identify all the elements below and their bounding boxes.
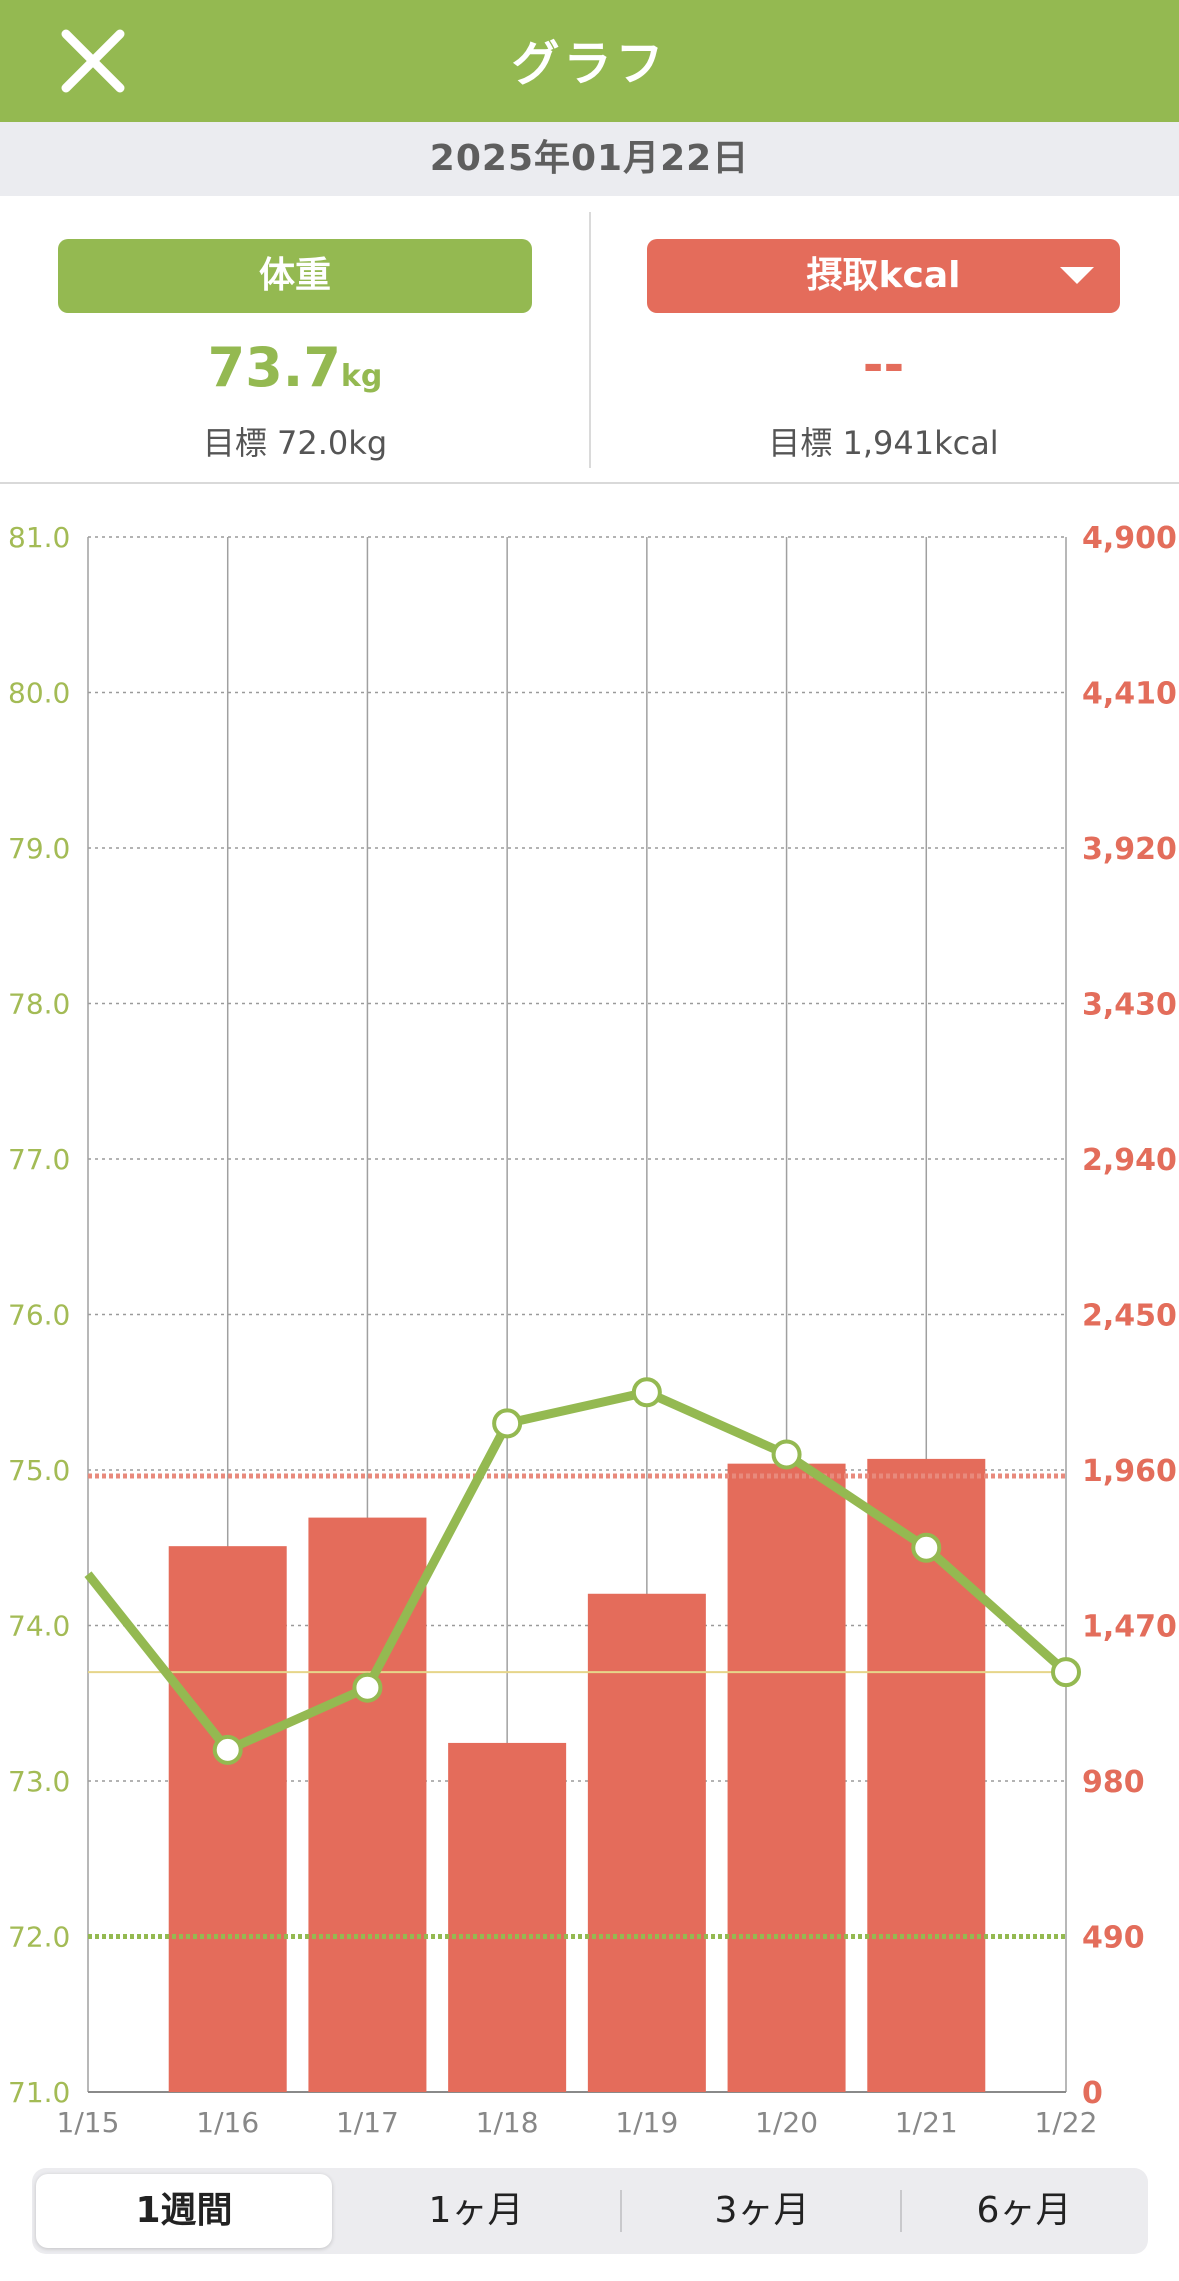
- summary-panel: 体重 73.7kg 目標 72.0kg 摂取kcal -- 目標 1,941kc…: [0, 196, 1179, 484]
- right-tick-label: 4,900: [1082, 521, 1177, 556]
- weight-point: [352, 1672, 383, 1703]
- right-tick-label: 1,470: [1082, 1610, 1177, 1645]
- left-tick-label: 72.0: [8, 1921, 70, 1954]
- kcal-bar: [168, 1546, 287, 2092]
- segment-6-month[interactable]: 6ヶ月: [976, 2190, 1072, 2231]
- left-tick-label: 77.0: [8, 1143, 70, 1176]
- left-tick-label: 73.0: [8, 1765, 70, 1798]
- kcal-bar: [448, 1742, 567, 2092]
- x-tick-label: 1/22: [1035, 2106, 1098, 2139]
- segment-3-month[interactable]: 3ヶ月: [714, 2190, 810, 2231]
- summary-divider: [589, 212, 591, 468]
- segment-divider: [620, 2190, 622, 2232]
- weight-value: 73.7kg: [58, 336, 532, 399]
- weight-point: [911, 1532, 942, 1563]
- header-bar: グラフ: [0, 0, 1179, 122]
- kcal-bar: [727, 1463, 846, 2092]
- x-tick-label: 1/17: [336, 2106, 399, 2139]
- close-button[interactable]: [58, 26, 128, 96]
- left-tick-label: 78.0: [8, 988, 70, 1021]
- weight-kcal-chart: 71.0 72.0 73.0 74.0 75.0 76.0 77.0 78.0 79.0 80.0…: [0, 500, 1179, 2150]
- right-tick-label: 2,450: [1082, 1299, 1177, 1334]
- kcal-bar: [587, 1593, 706, 2092]
- kcal-metric-dropdown[interactable]: 摂取kcal: [647, 239, 1120, 313]
- weight-point: [212, 1734, 243, 1765]
- weight-goal: 目標 72.0kg: [202, 424, 388, 462]
- close-icon: [61, 29, 125, 93]
- left-tick-label: 71.0: [8, 2076, 70, 2109]
- weight-line: [84, 1387, 1069, 1755]
- segment-1-week[interactable]: 1週間: [36, 2174, 332, 2248]
- weight-number: 73.7: [207, 336, 341, 399]
- weight-metric-button[interactable]: 体重: [58, 239, 532, 313]
- left-tick-label: 81.0: [8, 521, 70, 554]
- chart-svg: 71.0 72.0 73.0 74.0 75.0 76.0 77.0 78.0 79.0 80.0…: [8, 521, 1177, 2139]
- x-tick-label: 1/16: [196, 2106, 259, 2139]
- right-tick-label: 0: [1082, 2076, 1103, 2111]
- caret-down-icon: [1060, 267, 1094, 284]
- x-tick-label: 1/18: [476, 2106, 539, 2139]
- kcal-bar: [867, 1458, 986, 2092]
- segment-divider: [900, 2190, 902, 2232]
- x-tick-label: 1/15: [57, 2106, 120, 2139]
- weight-point: [1051, 1657, 1081, 1688]
- left-tick-label: 76.0: [8, 1299, 70, 1332]
- weight-point: [771, 1439, 802, 1470]
- right-tick-label: 980: [1082, 1765, 1145, 1800]
- right-tick-label: 2,940: [1082, 1143, 1177, 1178]
- weight-point: [631, 1377, 662, 1408]
- left-tick-label: 79.0: [8, 832, 70, 865]
- weight-metric-label: 体重: [258, 255, 331, 296]
- date-label: 2025年01月22日: [0, 122, 1179, 196]
- left-tick-label: 80.0: [8, 677, 70, 710]
- kcal-metric-label: 摂取kcal: [806, 255, 961, 296]
- right-tick-label: 4,410: [1082, 677, 1177, 712]
- page-title: グラフ: [511, 36, 668, 92]
- right-tick-label: 1,960: [1082, 1454, 1177, 1489]
- left-tick-label: 75.0: [8, 1454, 70, 1487]
- x-tick-label: 1/21: [895, 2106, 958, 2139]
- kcal-value: --: [862, 336, 905, 394]
- right-tick-label: 3,430: [1082, 988, 1177, 1023]
- weight-point: [492, 1408, 523, 1439]
- left-tick-label: 74.0: [8, 1610, 70, 1643]
- period-segmented-control: 1週間 1ヶ月 3ヶ月 6ヶ月: [32, 2168, 1148, 2254]
- right-tick-label: 3,920: [1082, 832, 1177, 867]
- x-tick-label: 1/19: [615, 2106, 678, 2139]
- kcal-goal: 目標 1,941kcal: [768, 424, 999, 462]
- weight-unit: kg: [340, 359, 383, 394]
- segment-1-month[interactable]: 1ヶ月: [428, 2190, 524, 2231]
- right-tick-label: 490: [1082, 1921, 1145, 1956]
- x-tick-label: 1/20: [755, 2106, 818, 2139]
